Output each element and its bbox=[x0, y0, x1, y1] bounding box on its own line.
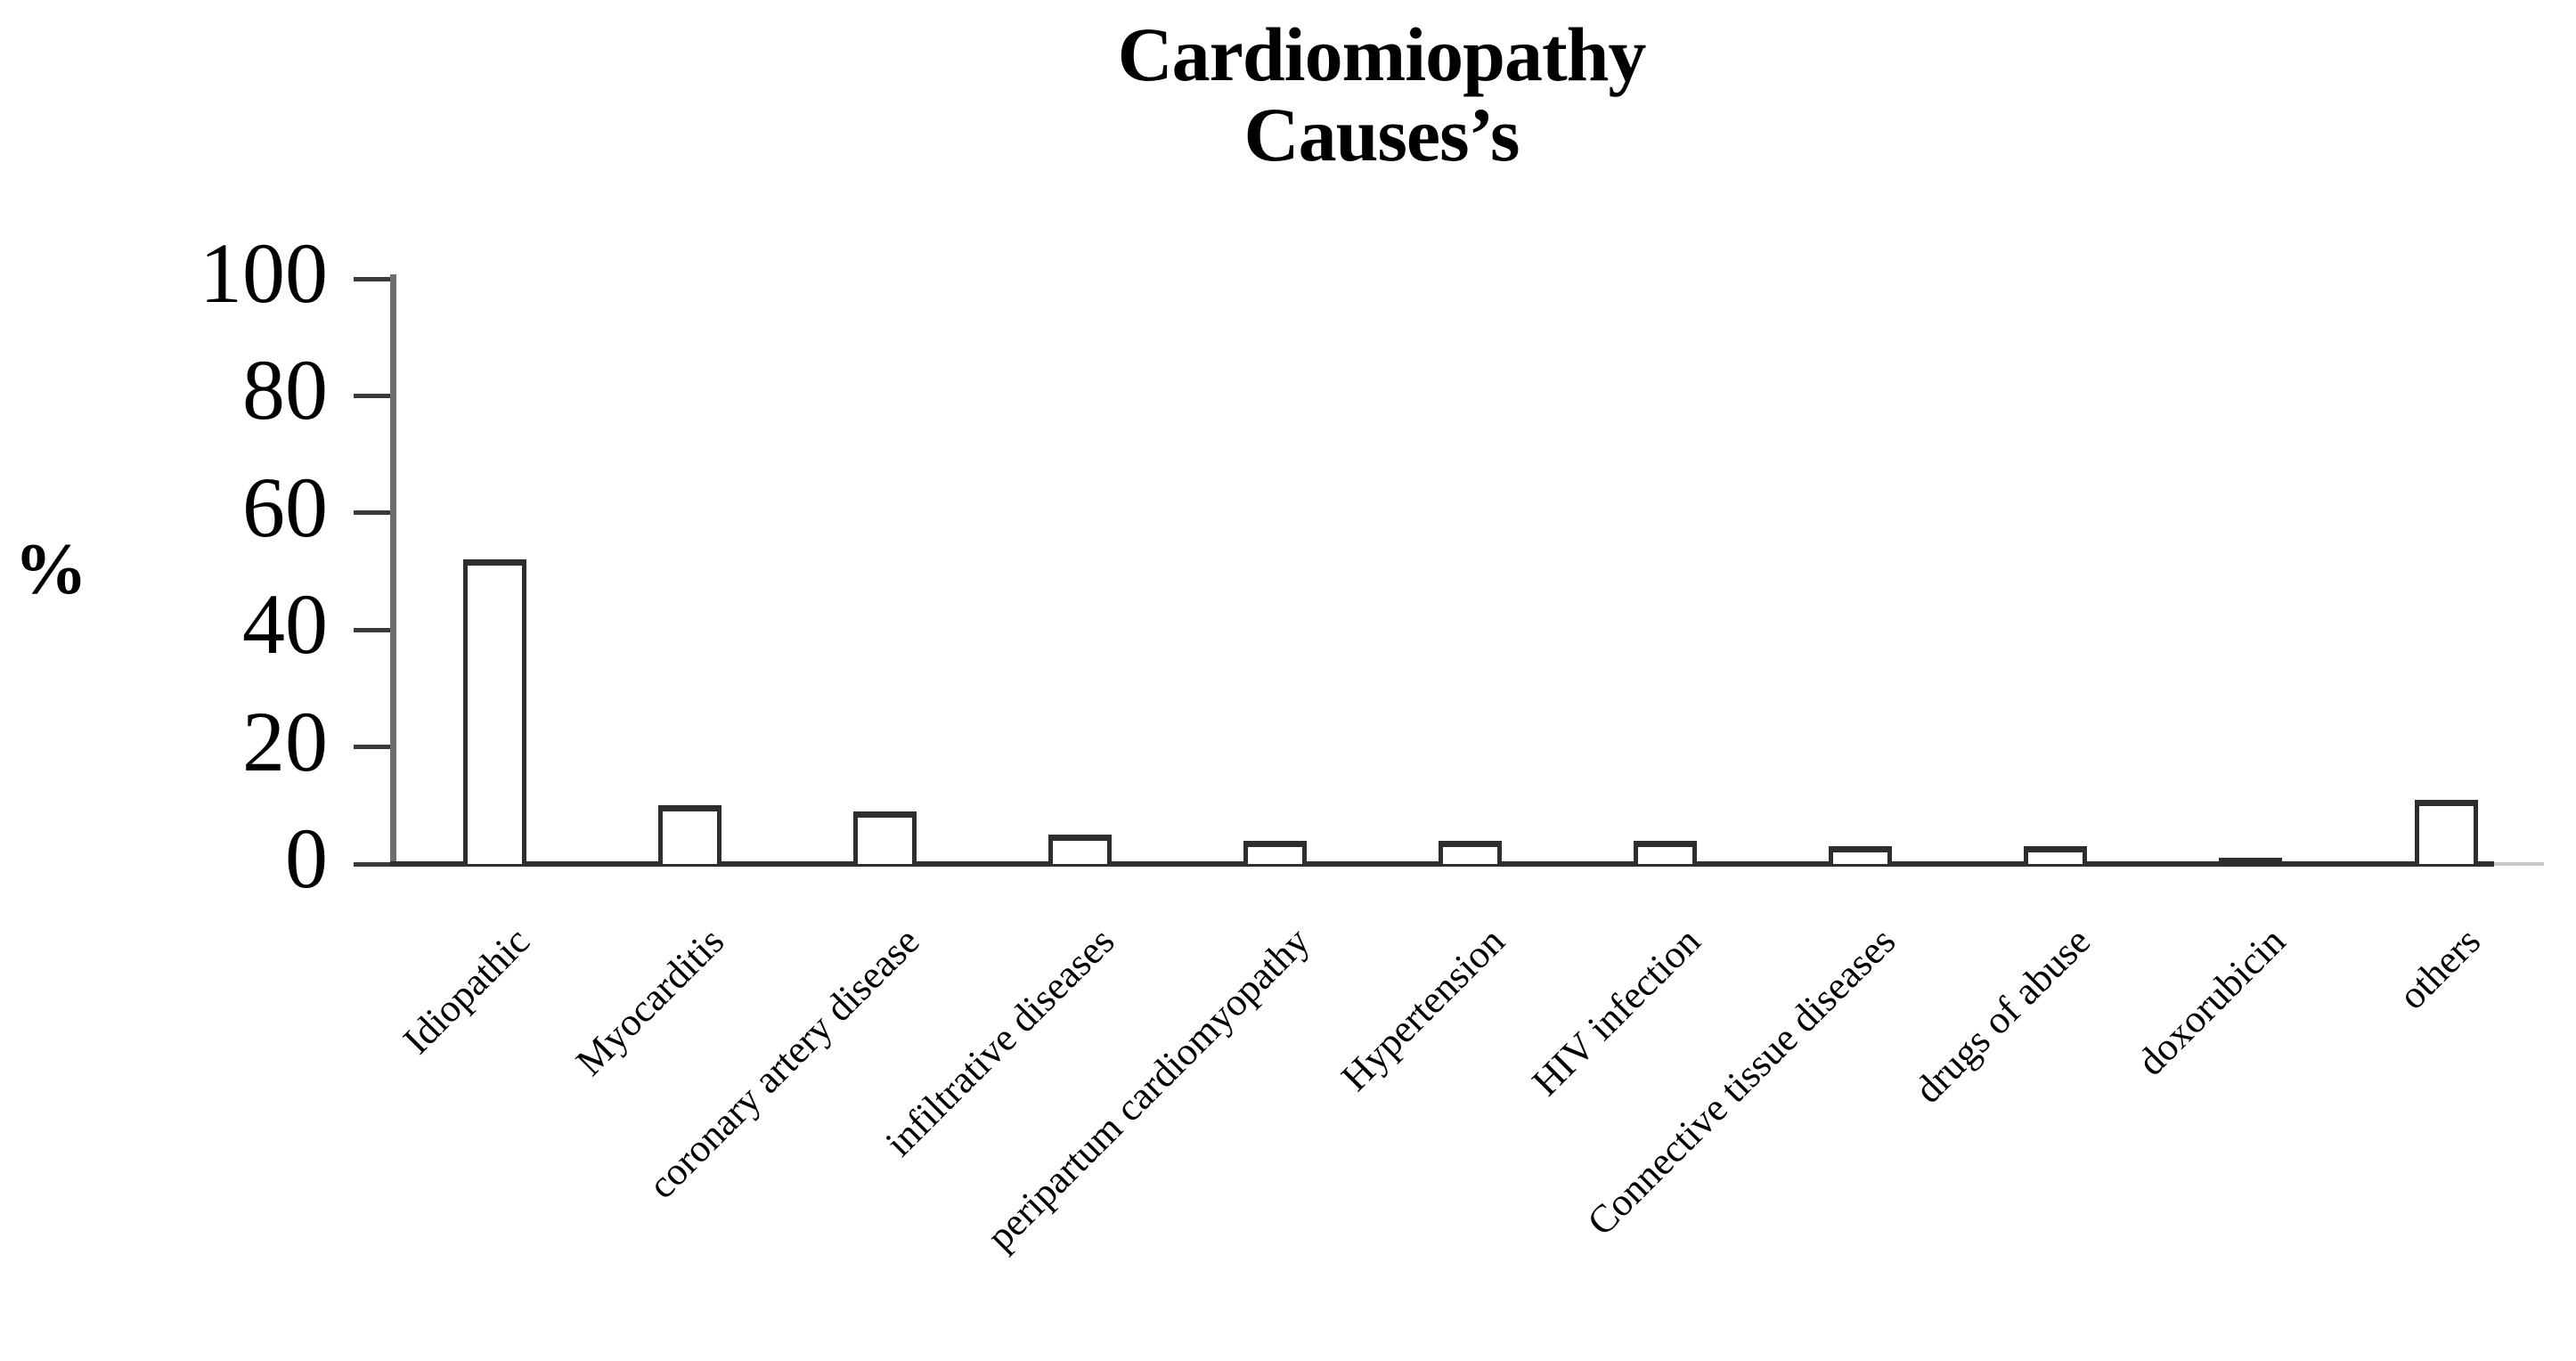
bar-hypertension bbox=[1439, 840, 1502, 864]
y-tick-label: 80 bbox=[242, 342, 328, 438]
bar-infiltrative-diseases bbox=[1048, 835, 1112, 864]
y-tick-label: 40 bbox=[242, 576, 328, 672]
y-axis-line bbox=[390, 274, 396, 867]
chart-title-line-2: Causes’s bbox=[1243, 92, 1520, 178]
y-tick-mark bbox=[354, 627, 390, 632]
x-category-label: HIV infection bbox=[1523, 918, 1709, 1104]
y-axis-label: % bbox=[14, 528, 87, 609]
bar-idiopathic bbox=[462, 559, 526, 864]
y-tick-mark bbox=[354, 510, 390, 516]
y-tick-mark bbox=[354, 276, 390, 281]
x-category-label: drugs of abuse bbox=[1906, 918, 2099, 1112]
bar-myocarditis bbox=[657, 805, 721, 864]
bar-peripartum-cardiomyopathy bbox=[1243, 840, 1307, 864]
bar-hiv-infection bbox=[1634, 840, 1698, 864]
bar-doxorubicin bbox=[2219, 858, 2283, 865]
y-tick-mark bbox=[354, 745, 390, 750]
x-category-label: others bbox=[2390, 918, 2490, 1018]
chart-title: Cardiomiopathy Causes’s bbox=[758, 14, 2005, 175]
y-tick-mark bbox=[354, 861, 390, 867]
x-axis-line-tail bbox=[2494, 862, 2544, 866]
x-category-label: Hypertension bbox=[1333, 918, 1514, 1100]
x-category-label: doxorubicin bbox=[2129, 918, 2295, 1084]
bar-others bbox=[2414, 799, 2478, 864]
bar-connective-tissue-diseases bbox=[1829, 846, 1893, 864]
x-category-label: Idiopathic bbox=[394, 918, 538, 1063]
x-category-label: peripartum cardiomyopathy bbox=[978, 918, 1318, 1259]
y-tick-label: 60 bbox=[242, 459, 328, 555]
y-tick-label: 0 bbox=[285, 811, 328, 906]
x-axis-line bbox=[390, 861, 2494, 867]
y-tick-label: 100 bbox=[200, 225, 328, 321]
bar-coronary-artery-disease bbox=[852, 811, 917, 864]
y-tick-mark bbox=[354, 393, 390, 398]
chart-title-line-1: Cardiomiopathy bbox=[1117, 12, 1647, 97]
bar-drugs-of-abuse bbox=[2024, 846, 2088, 864]
x-category-label: Myocarditis bbox=[567, 918, 733, 1084]
y-tick-label: 20 bbox=[242, 693, 328, 789]
